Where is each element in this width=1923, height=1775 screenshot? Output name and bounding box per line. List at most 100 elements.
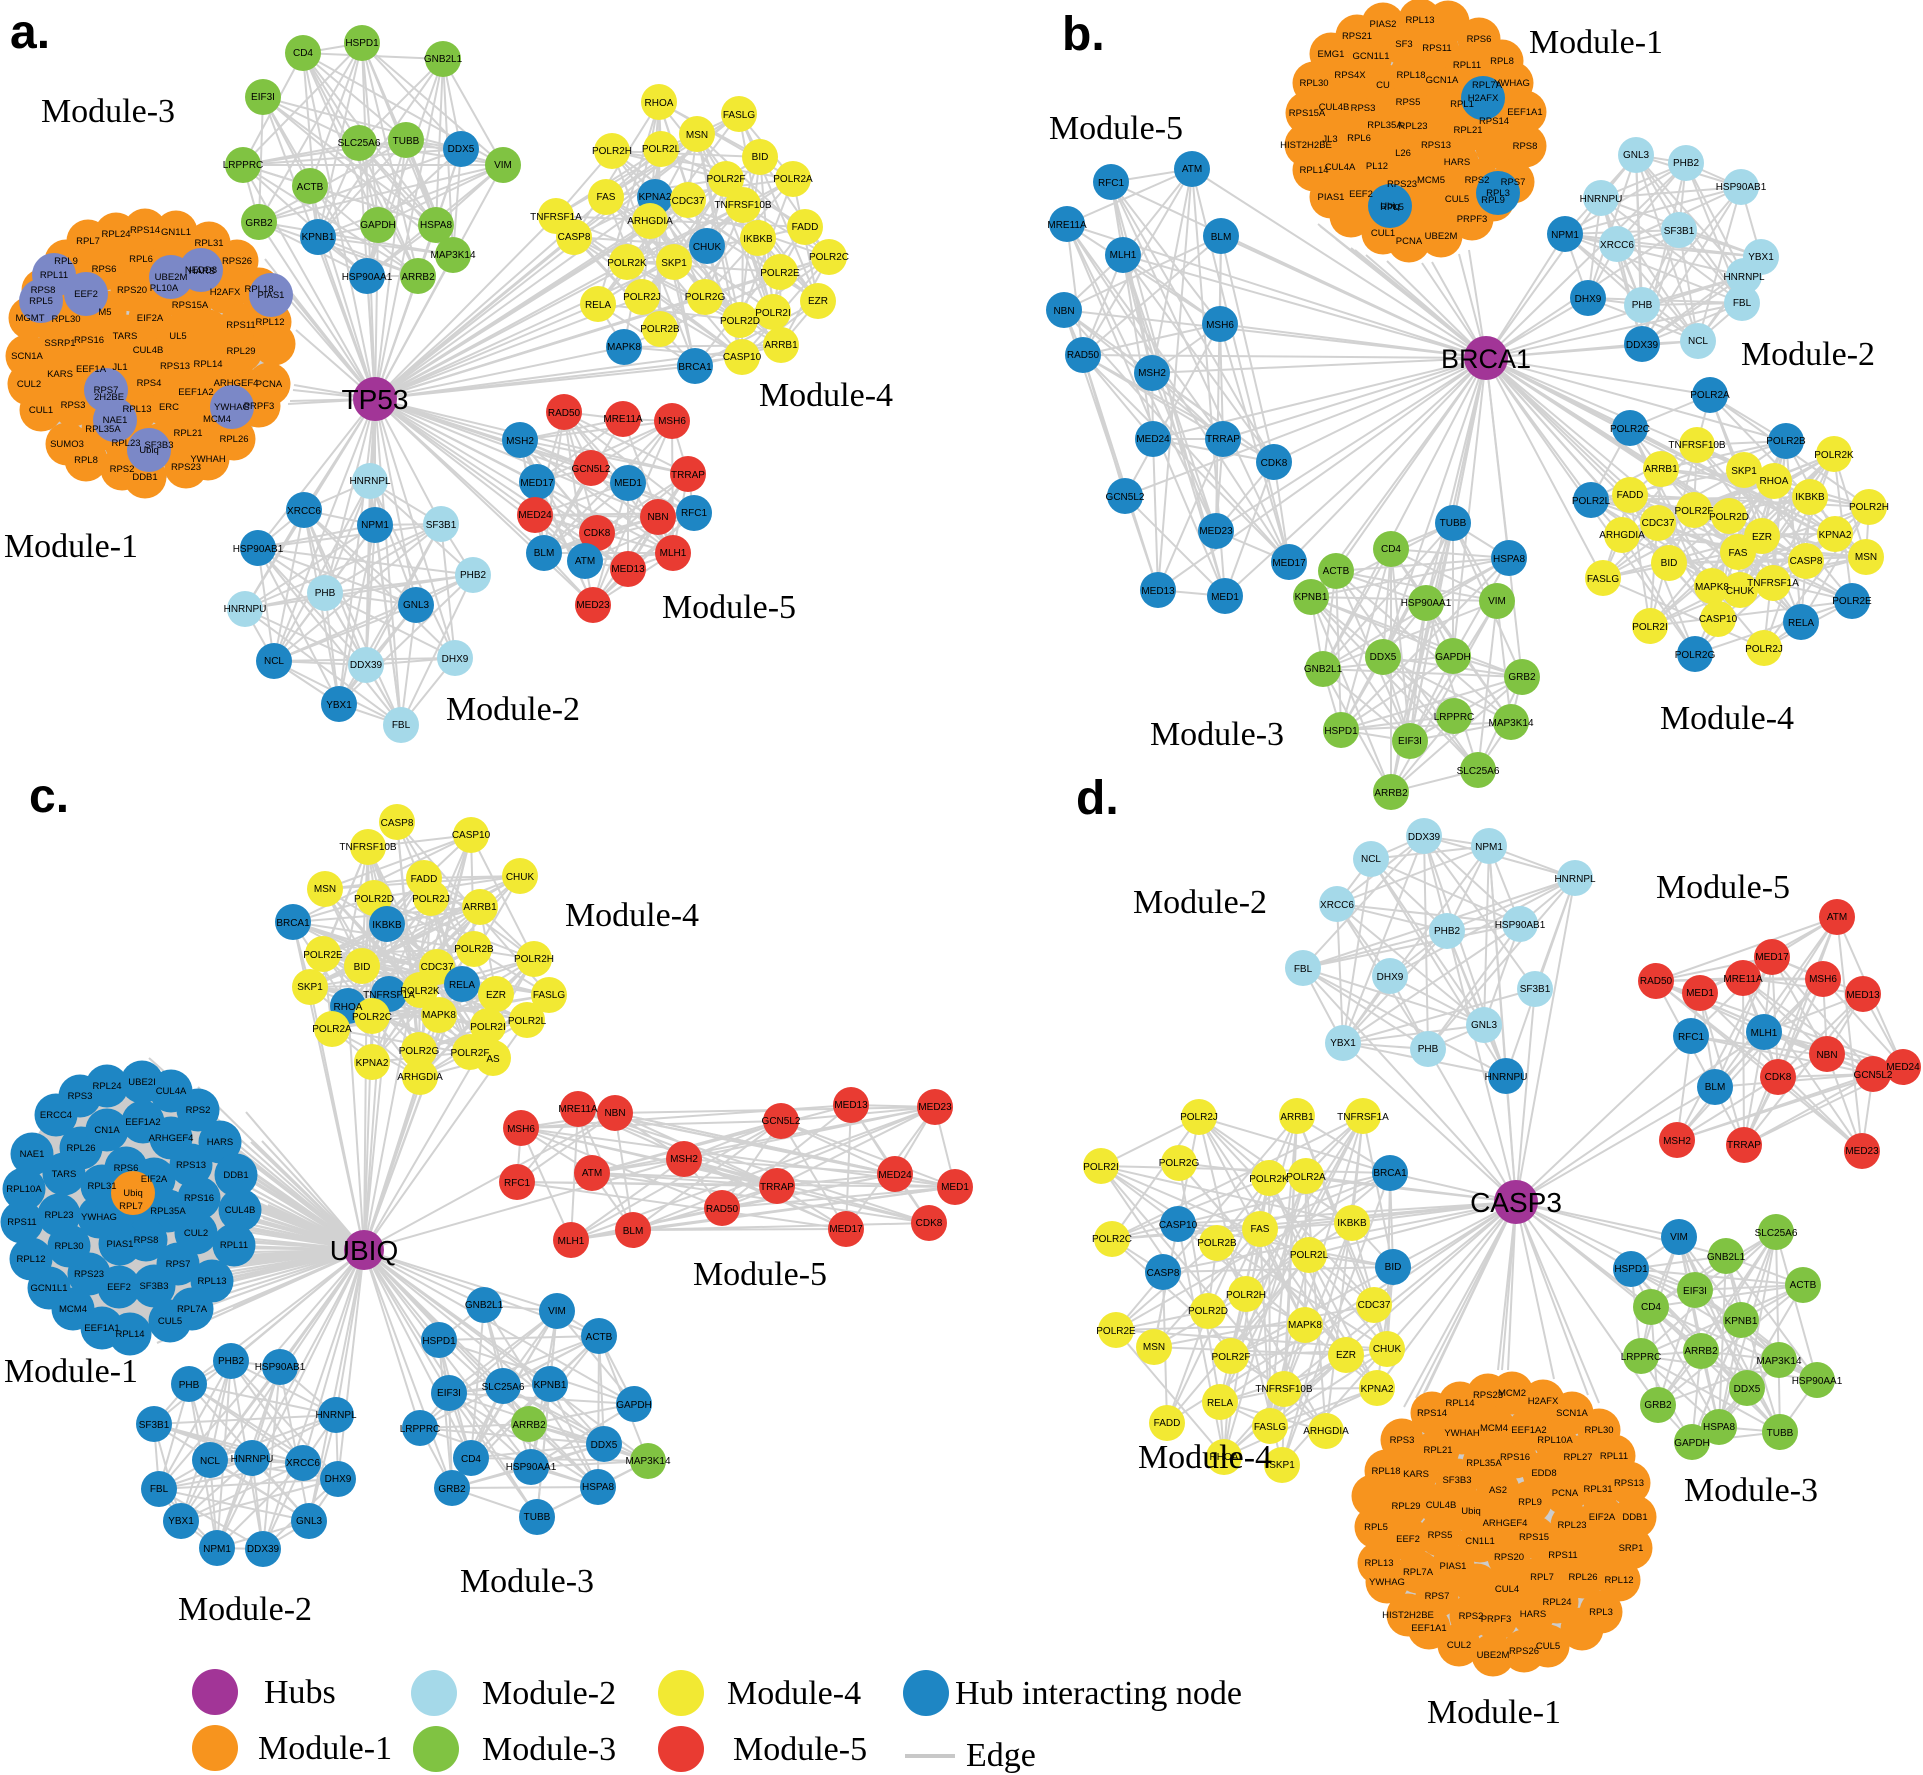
svg-text:CHUK: CHUK — [693, 242, 722, 253]
svg-text:AS: AS — [486, 1054, 500, 1065]
svg-text:MED24: MED24 — [1886, 1062, 1920, 1073]
svg-text:RPL35A: RPL35A — [150, 1206, 186, 1217]
svg-text:POLR2I: POLR2I — [1632, 622, 1668, 633]
svg-text:BLM: BLM — [1705, 1082, 1726, 1093]
svg-text:PCNA: PCNA — [1396, 236, 1423, 247]
svg-text:POLR2C: POLR2C — [1092, 1234, 1132, 1245]
svg-text:POLR2D: POLR2D — [354, 894, 394, 905]
svg-text:FADD: FADD — [1617, 490, 1644, 501]
svg-text:RPS6: RPS6 — [92, 264, 117, 275]
svg-text:PHB: PHB — [315, 588, 336, 599]
svg-text:RPL26: RPL26 — [66, 1143, 95, 1154]
svg-text:MSN: MSN — [1855, 552, 1877, 563]
svg-text:MAPK8: MAPK8 — [607, 342, 641, 353]
svg-text:EDD8: EDD8 — [1531, 1468, 1556, 1479]
svg-text:RPL14: RPL14 — [1299, 165, 1328, 176]
svg-text:RPS15: RPS15 — [1519, 1532, 1549, 1543]
svg-text:Ubiq: Ubiq — [1380, 201, 1400, 212]
svg-text:RPS7: RPS7 — [1501, 177, 1526, 188]
svg-text:RPS4: RPS4 — [137, 378, 162, 389]
svg-text:GNL3: GNL3 — [1623, 150, 1650, 161]
svg-text:PL10A: PL10A — [150, 283, 179, 294]
svg-text:PIAS1: PIAS1 — [258, 290, 285, 301]
svg-text:EIF3I: EIF3I — [437, 1388, 461, 1399]
svg-text:GN1L1: GN1L1 — [161, 227, 191, 238]
svg-text:BLM: BLM — [1211, 232, 1232, 243]
svg-text:CUL5: CUL5 — [1536, 1641, 1560, 1652]
svg-text:PHB2: PHB2 — [218, 1356, 245, 1367]
svg-text:MED23: MED23 — [1199, 526, 1233, 537]
svg-text:XRCC6: XRCC6 — [1320, 900, 1354, 911]
svg-text:CDC37: CDC37 — [1642, 518, 1675, 529]
svg-text:TNFRSF10B: TNFRSF10B — [714, 200, 772, 211]
svg-text:RPS23: RPS23 — [171, 462, 201, 473]
svg-text:TARS: TARS — [113, 331, 138, 342]
svg-text:ACTB: ACTB — [1790, 1280, 1817, 1291]
svg-text:PHB2: PHB2 — [1434, 926, 1461, 937]
svg-text:Module-1: Module-1 — [4, 528, 138, 565]
svg-text:RPS11: RPS11 — [226, 320, 255, 331]
svg-text:TRRAP: TRRAP — [1206, 434, 1240, 445]
svg-text:RPL14: RPL14 — [115, 1329, 144, 1340]
svg-text:HSPA8: HSPA8 — [1703, 1422, 1735, 1433]
svg-text:POLR2F: POLR2F — [1212, 1352, 1251, 1363]
svg-text:SLC25A6: SLC25A6 — [1457, 766, 1500, 777]
svg-text:RPS5: RPS5 — [1428, 1530, 1453, 1541]
svg-text:CUL4B: CUL4B — [225, 1205, 256, 1216]
svg-text:LRPPRC: LRPPRC — [223, 160, 264, 171]
svg-text:RPL10A: RPL10A — [6, 1184, 42, 1195]
svg-text:POLR2F: POLR2F — [1675, 506, 1714, 517]
svg-text:MSH6: MSH6 — [507, 1124, 535, 1135]
svg-text:DDX5: DDX5 — [1734, 1384, 1761, 1395]
svg-text:VIM: VIM — [1670, 1232, 1688, 1243]
svg-text:RPL18: RPL18 — [1396, 70, 1425, 81]
svg-text:RAD50: RAD50 — [706, 1204, 739, 1215]
svg-text:PHB: PHB — [1632, 300, 1653, 311]
svg-text:POLR2E: POLR2E — [760, 268, 800, 279]
svg-text:KPNA2: KPNA2 — [1361, 1384, 1394, 1395]
svg-text:EZR: EZR — [1752, 532, 1772, 543]
svg-text:Edge: Edge — [966, 1737, 1036, 1774]
svg-text:EZR: EZR — [808, 296, 828, 307]
svg-text:RAD50: RAD50 — [1067, 350, 1100, 361]
svg-text:MLH1: MLH1 — [660, 548, 687, 559]
svg-text:YBX1: YBX1 — [326, 700, 352, 711]
svg-text:Module-3: Module-3 — [460, 1563, 594, 1600]
svg-text:BRCA1: BRCA1 — [678, 362, 712, 373]
svg-text:SF3B3: SF3B3 — [139, 1281, 168, 1292]
svg-text:ATM: ATM — [1827, 912, 1847, 923]
svg-text:DDX39: DDX39 — [247, 1544, 280, 1555]
svg-text:MAPK8: MAPK8 — [1695, 582, 1729, 593]
svg-text:RPL5: RPL5 — [1364, 1522, 1388, 1533]
svg-text:RPL5: RPL5 — [1380, 202, 1404, 213]
svg-text:CUL4B: CUL4B — [133, 345, 164, 356]
svg-text:YBX1: YBX1 — [168, 1516, 194, 1527]
svg-text:CD4: CD4 — [1381, 544, 1401, 555]
svg-text:MRE11A: MRE11A — [1047, 220, 1087, 231]
svg-text:ARHGEF4: ARHGEF4 — [149, 1133, 194, 1144]
svg-text:HSP90AB1: HSP90AB1 — [1716, 182, 1767, 193]
svg-text:RPS13: RPS13 — [1614, 1478, 1644, 1489]
svg-text:Module-4: Module-4 — [1138, 1439, 1272, 1476]
svg-text:MAP3K14: MAP3K14 — [1756, 1356, 1801, 1367]
svg-text:BRCA1: BRCA1 — [1441, 344, 1531, 374]
svg-text:ERC: ERC — [159, 402, 179, 413]
svg-text:KPNB1: KPNB1 — [1295, 592, 1328, 603]
svg-text:RPS26: RPS26 — [1509, 1646, 1539, 1657]
svg-text:POLR2L: POLR2L — [508, 1016, 547, 1027]
svg-text:RPS15A: RPS15A — [1289, 108, 1326, 119]
svg-text:RELA: RELA — [449, 980, 475, 991]
svg-text:POLR2H: POLR2H — [1849, 502, 1889, 513]
svg-text:DHX9: DHX9 — [442, 654, 469, 665]
svg-text:RHOA: RHOA — [1760, 476, 1789, 487]
svg-text:POLR2G: POLR2G — [399, 1046, 440, 1057]
svg-text:Hub interacting node: Hub interacting node — [955, 1675, 1242, 1712]
svg-text:KPNA2: KPNA2 — [1819, 530, 1852, 541]
svg-text:POLR2A: POLR2A — [1286, 1172, 1326, 1183]
svg-text:MSN: MSN — [1143, 1342, 1165, 1353]
svg-text:YBX1: YBX1 — [1330, 1038, 1356, 1049]
svg-text:HSPD1: HSPD1 — [1614, 1264, 1648, 1275]
svg-text:Module-4: Module-4 — [727, 1675, 861, 1712]
svg-text:TARS: TARS — [52, 1169, 77, 1180]
svg-text:TRRAP: TRRAP — [1727, 1140, 1761, 1151]
